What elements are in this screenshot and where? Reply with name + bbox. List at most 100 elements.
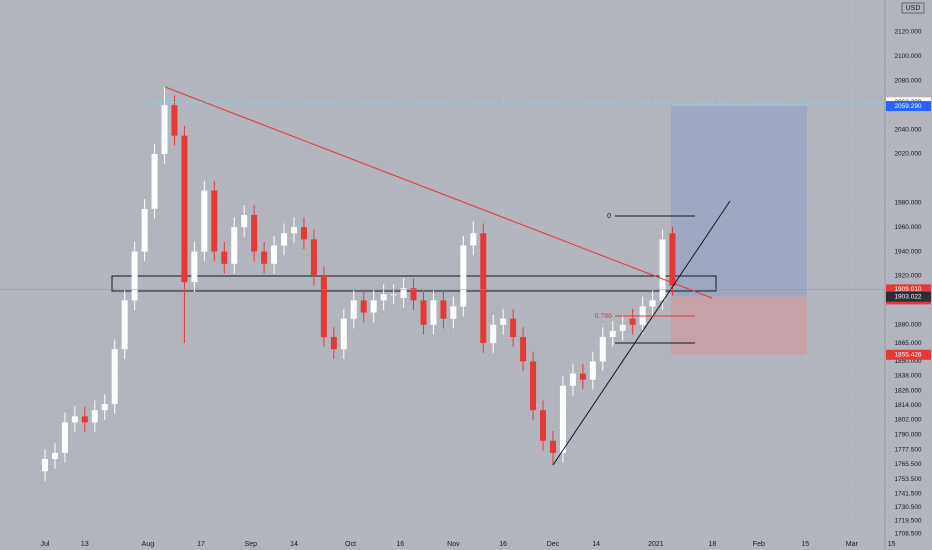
y-tick-label: 1777.500	[894, 447, 921, 454]
fib-label: 0.786	[594, 313, 612, 320]
candle-body	[141, 208, 148, 252]
price-label-bg	[886, 284, 931, 295]
y-tick-label: 1741.500	[894, 490, 921, 497]
x-tick-label: 18	[708, 541, 716, 548]
y-tick-label: 2100.000	[894, 53, 921, 60]
y-tick-label: 1865.000	[894, 340, 921, 347]
profit-zone	[671, 106, 807, 297]
candle-body	[370, 300, 377, 313]
candle-body	[41, 458, 48, 472]
candle-body	[500, 318, 507, 325]
price-label-bg	[886, 349, 931, 360]
currency-box[interactable]	[901, 2, 925, 14]
candle-body	[261, 251, 268, 264]
y-tick-label: 1730.500	[894, 504, 921, 511]
candle-body	[510, 318, 517, 337]
candle-body	[559, 385, 566, 453]
candle-body	[81, 416, 88, 423]
candle-body	[430, 300, 437, 325]
price-lines	[0, 101, 885, 290]
fib-label: 0	[607, 213, 611, 220]
y-tick-label: 1814.000	[894, 402, 921, 409]
candle-body	[530, 361, 537, 411]
y-tick-label: 1753.500	[894, 476, 921, 483]
y-tick-label: 1960.000	[894, 224, 921, 231]
candle-body	[460, 245, 467, 307]
y-tick-label: 2040.000	[894, 126, 921, 133]
candle-body	[569, 373, 576, 386]
price-label-bg	[886, 101, 931, 112]
candle-body	[51, 452, 58, 459]
currency[interactable]: USD	[906, 5, 921, 12]
candle-body	[480, 233, 487, 344]
price-label: 1903.022	[894, 293, 921, 300]
x-tick-label: Jul	[41, 541, 50, 548]
x-tick-label: Sep	[245, 541, 258, 548]
candle-body	[549, 440, 556, 453]
candle-body	[410, 288, 417, 301]
x-tick-label: Feb	[753, 541, 765, 548]
x-tick-label: 14	[290, 541, 298, 548]
candle-body	[310, 239, 317, 276]
y-tick-label: 1790.000	[894, 431, 921, 438]
y-tick-label: 1802.000	[894, 417, 921, 424]
candle-body	[540, 410, 547, 441]
candle-body	[520, 336, 527, 362]
up-trendline	[552, 200, 731, 466]
x-tick-label: 17	[197, 541, 205, 548]
x-tick-label: 15	[801, 541, 809, 548]
candle-body	[61, 422, 68, 453]
x-tick-label: 15	[888, 541, 896, 548]
candle-body	[579, 373, 586, 380]
x-tick-label: Oct	[345, 541, 356, 548]
y-tick-label: 1765.500	[894, 461, 921, 468]
candle-body	[340, 318, 347, 350]
candle-body	[470, 233, 477, 246]
price-label-bg	[886, 291, 931, 302]
candles	[41, 86, 676, 481]
long-position	[671, 106, 807, 355]
candle-body	[231, 227, 238, 264]
candle-body	[599, 336, 606, 362]
price-label: 2059.290	[894, 103, 921, 110]
candle-body	[629, 318, 636, 325]
candle-body	[619, 324, 626, 331]
candle-body	[161, 105, 168, 154]
candle-body	[101, 404, 108, 411]
candle-body	[300, 227, 307, 240]
candle-body	[111, 349, 118, 405]
candle-body	[71, 416, 78, 423]
loss-zone	[671, 296, 807, 355]
y-tick-label: 1719.500	[894, 517, 921, 524]
y-tick-label: 1838.000	[894, 373, 921, 380]
candle-body	[241, 214, 248, 228]
candle-body	[380, 294, 387, 301]
down-trendline	[164, 86, 713, 299]
x-tick-label: Nov	[447, 541, 460, 548]
y-tick-label: 1940.000	[894, 248, 921, 255]
candle-body	[181, 135, 188, 283]
price-label: 1855.426	[894, 351, 921, 358]
price-label: 1909.010	[894, 286, 921, 293]
x-tick-label: 13	[81, 541, 89, 548]
y-tick-label: 2080.000	[894, 77, 921, 84]
candle-body	[659, 239, 666, 301]
y-tick-label: 1920.000	[894, 273, 921, 280]
candle-body	[609, 330, 616, 337]
candle-body	[420, 300, 427, 325]
candle-body	[151, 153, 158, 209]
x-tick-label: Aug	[142, 541, 155, 548]
y-tick-label: 1708.500	[894, 531, 921, 538]
x-tick-label: 16	[396, 541, 404, 548]
candle-body	[121, 300, 128, 350]
x-tick-label: 16	[499, 541, 507, 548]
axes: 2120.000 2100.000 2080.000 2040.000 2020.000…	[41, 29, 931, 548]
candle-body	[191, 251, 198, 283]
y-tick-label: 2020.000	[894, 151, 921, 158]
candle-body	[330, 336, 337, 350]
candle-body	[649, 300, 656, 307]
y-tick-label: 1850.000	[894, 358, 921, 365]
x-tick-label: 2021	[648, 541, 664, 548]
